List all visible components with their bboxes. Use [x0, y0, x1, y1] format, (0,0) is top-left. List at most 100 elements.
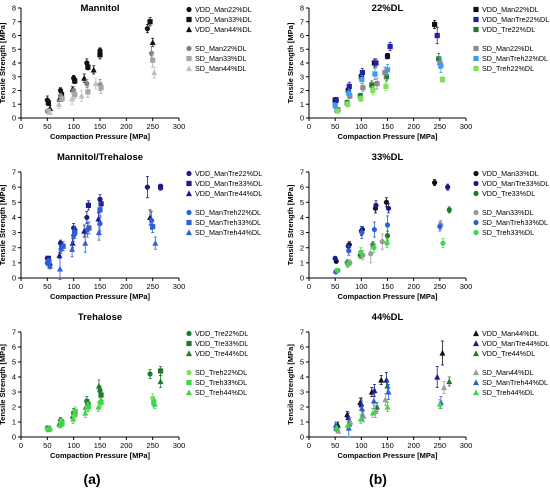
legend-label: SD_Treh44%DL — [482, 388, 534, 397]
data-point — [345, 261, 351, 267]
data-point — [78, 92, 85, 99]
y-tick-label: 1 — [12, 418, 16, 427]
data-point — [69, 95, 76, 102]
data-point — [344, 411, 351, 418]
x-tick-label: 0 — [19, 441, 23, 450]
data-point — [384, 67, 391, 73]
data-point — [95, 215, 102, 222]
y-tick-label: 6 — [300, 183, 304, 192]
legend: VDD_ManTre22%DLVDD_ManTre33%DLVDD_ManTre… — [186, 169, 262, 237]
y-tick-label: 0 — [300, 433, 304, 442]
y-tick-label: 3 — [12, 72, 16, 81]
series-3 — [335, 206, 452, 274]
data-point — [334, 108, 340, 114]
x-tick-label: 0 — [19, 282, 23, 291]
series-5 — [332, 384, 444, 438]
y-tick-label: 4 — [12, 59, 16, 68]
y-tick-label: 7 — [12, 168, 16, 177]
data-point — [384, 240, 390, 246]
data-point — [440, 240, 446, 246]
data-point — [345, 101, 351, 107]
y-tick-label: 4 — [12, 213, 16, 222]
data-point — [45, 100, 51, 106]
x-tick-label: 150 — [94, 282, 107, 291]
series-6 — [46, 399, 158, 431]
legend-marker — [473, 379, 479, 386]
data-point — [82, 409, 89, 416]
data-point — [445, 184, 451, 190]
legend-marker — [473, 209, 479, 216]
x-tick-label: 300 — [460, 282, 473, 291]
y-tick-label: 2 — [12, 243, 16, 252]
data-point — [359, 229, 365, 236]
series-6 — [46, 224, 159, 280]
data-point — [359, 76, 365, 83]
x-tick-label: 100 — [67, 122, 80, 131]
legend-marker — [186, 219, 192, 226]
x-axis-label: Compaction Pressure [MPa] — [50, 292, 151, 301]
x-tick-label: 100 — [355, 122, 368, 131]
data-point — [95, 403, 102, 410]
legend-label: SD_ManTreh44%DL — [195, 228, 261, 237]
legend-marker — [473, 340, 479, 347]
data-point — [98, 399, 104, 406]
legend-marker — [186, 45, 192, 52]
data-point — [72, 92, 78, 98]
legend-marker — [473, 350, 479, 357]
data-point — [144, 26, 150, 32]
legend-label: SD_Treh22%DL — [482, 64, 534, 73]
y-tick-label: 4 — [300, 59, 304, 68]
data-point — [151, 400, 158, 407]
legend-label: VDD_ManTre22%DL — [195, 169, 262, 178]
data-point — [149, 39, 156, 45]
data-point — [358, 249, 364, 255]
legend-label: SD_Treh33%DL — [482, 228, 534, 237]
series-6 — [334, 238, 446, 274]
x-tick-label: 250 — [434, 122, 447, 131]
x-tick-label: 200 — [407, 122, 420, 131]
data-point — [334, 267, 340, 274]
chart-6: 44%DL 0 50 100 150 200 250 300 0 1 2 3 4 5 6 7 Compactio… — [286, 312, 549, 460]
data-point — [436, 56, 442, 62]
legend-marker — [186, 369, 192, 376]
data-point — [55, 101, 62, 107]
legend-label: SD_ManTreh44%DL — [482, 378, 548, 387]
x-tick-label: 100 — [355, 282, 368, 291]
legend-marker — [473, 389, 479, 396]
data-point — [437, 223, 443, 230]
legend-label: SD_ManTreh33%DL — [482, 218, 548, 227]
y-tick-label: 3 — [12, 228, 16, 237]
data-point — [346, 83, 352, 89]
data-point — [56, 252, 63, 258]
series-6 — [333, 399, 443, 431]
x-tick-label: 300 — [460, 441, 473, 450]
x-tick-label: 100 — [67, 441, 80, 450]
data-point — [368, 251, 374, 257]
legend-label: SD_ManTreh22%DL — [482, 54, 548, 63]
y-tick-label: 0 — [12, 274, 16, 283]
legend-label: SD_ManTreh33%DL — [195, 218, 261, 227]
data-point — [369, 82, 375, 88]
x-tick-label: 50 — [43, 441, 51, 450]
data-point — [384, 53, 391, 59]
chart-4: 33%DL 0 50 100 150 200 250 300 0 1 2 3 4 5 6 7 Compactio… — [286, 152, 549, 301]
data-point — [358, 96, 364, 102]
data-point — [147, 371, 153, 377]
data-point — [432, 180, 438, 186]
x-axis-label: Compaction Pressure [MPa] — [337, 451, 438, 460]
legend-label: VDD_Tre22%DL — [195, 329, 248, 338]
y-axis-label: Tensile Strength [MPa] — [0, 184, 7, 265]
data-point — [344, 421, 351, 428]
legend-marker — [473, 330, 479, 337]
legend-marker — [186, 6, 192, 13]
y-tick-label: 7 — [12, 17, 16, 26]
data-point — [432, 21, 438, 28]
y-tick-label: 2 — [300, 403, 304, 412]
x-tick-label: 300 — [173, 282, 186, 291]
x-tick-label: 200 — [120, 122, 133, 131]
y-tick-label: 2 — [300, 243, 304, 252]
x-tick-label: 200 — [120, 441, 133, 450]
y-tick-label: 4 — [300, 213, 304, 222]
chart-2: 22%DL 0 50 100 150 200 250 300 0 1 2 3 4 5 6 7 8 Compacti… — [286, 3, 549, 141]
y-tick-label: 6 — [12, 183, 16, 192]
